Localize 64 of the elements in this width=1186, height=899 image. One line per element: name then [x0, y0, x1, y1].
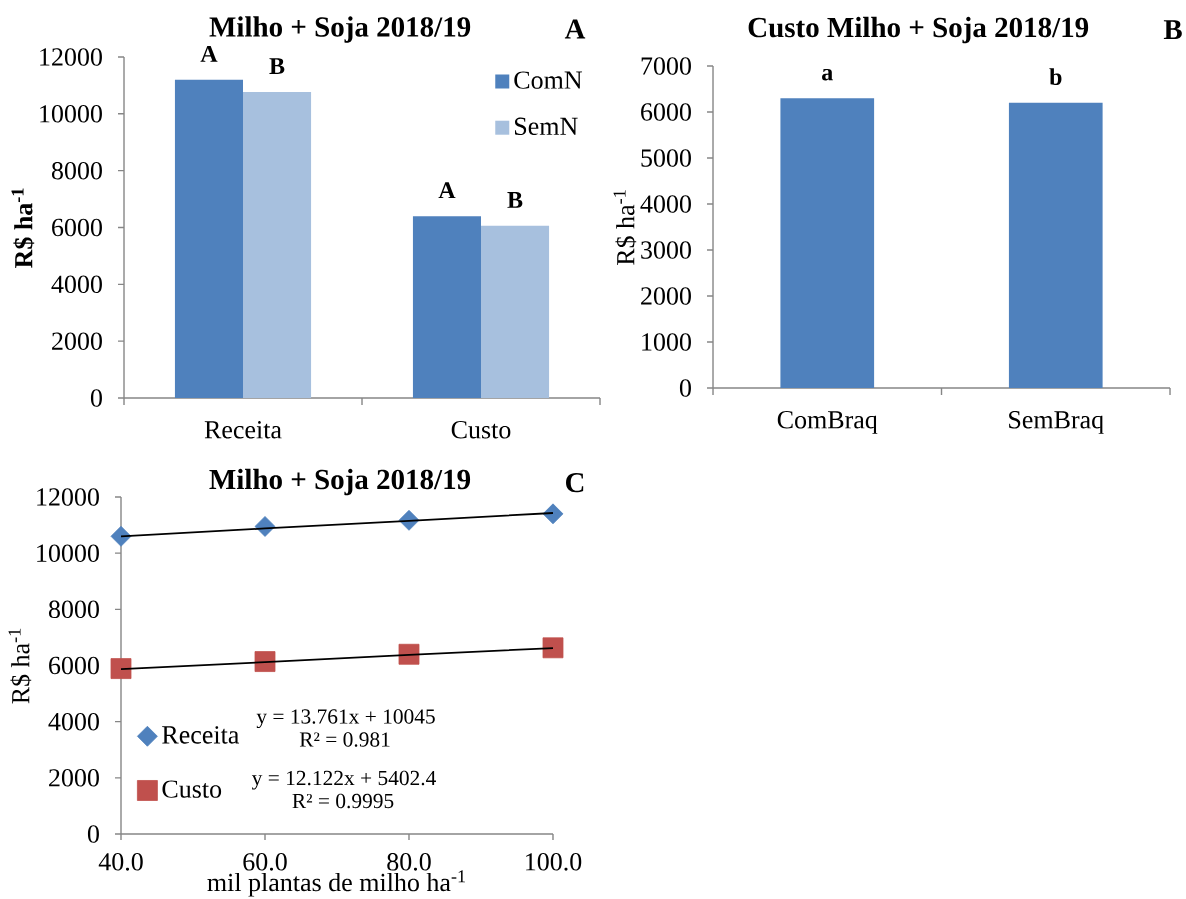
annotation: y = 13.761x + 10045 — [256, 709, 435, 729]
y-tick-label: 2000 — [49, 769, 99, 787]
y-tick-label: 4000 — [48, 712, 99, 731]
bar — [174, 79, 244, 398]
y-tick-label: 6000 — [49, 656, 99, 675]
bar — [243, 91, 312, 398]
chart-title: Milho + Soja 2018/19 — [209, 16, 471, 43]
y-tick-label: 4000 — [51, 275, 102, 294]
x-tick-label: 40.0 — [98, 853, 143, 871]
y-axis-title: R$ ha$^{-1}$ — [613, 190, 637, 266]
y-tick-label: 3000 — [641, 241, 691, 259]
text: B — [1163, 20, 1182, 40]
data-label: A — [200, 45, 218, 62]
text: A — [564, 19, 586, 39]
legend-label: ComN — [514, 71, 583, 89]
x-tick-label: Custo — [451, 421, 511, 439]
annotation: R² = 0.981 — [299, 732, 390, 747]
y-axis-title: R$ ha$^{-1}$ — [11, 188, 35, 268]
y-tick-label: 7000 — [641, 57, 691, 75]
y-tick-label: 10000 — [40, 105, 102, 123]
y-tick-label: 6000 — [641, 103, 691, 121]
annotation: R² = 0.9995 — [292, 793, 394, 809]
y-tick-label: 4000 — [640, 195, 691, 213]
x-tick-label: ComBraq — [777, 411, 878, 434]
x-tick-label: 60.0 — [243, 853, 287, 871]
y-tick-label: 1000 — [642, 333, 691, 351]
y-tick-label: 5000 — [641, 149, 691, 167]
x-tick-label: SemBraq — [1009, 411, 1104, 434]
data-label: B — [507, 192, 523, 208]
y-tick-label: 10000 — [37, 544, 99, 562]
y-tick-label: 0 — [679, 379, 691, 397]
x-tick-label: 80.0 — [387, 853, 431, 871]
data-label: b — [1049, 68, 1062, 86]
legend-label: Receita — [162, 726, 240, 744]
data-label: A — [438, 182, 456, 199]
y-tick-label: 12000 — [37, 488, 99, 506]
y-tick-label: 0 — [90, 389, 102, 407]
point — [398, 643, 420, 665]
y-tick-label: 8000 — [48, 600, 99, 619]
y-tick-label: 12000 — [40, 48, 102, 66]
chart-title: Milho + Soja 2018/19 — [209, 468, 471, 496]
point — [542, 503, 564, 525]
x-axis-title: mil plantas de milho ha$^{-1}$ — [207, 870, 466, 897]
y-tick-label: 0 — [87, 825, 99, 843]
annotation: y = 12.122x + 5402.4 — [251, 770, 436, 790]
point — [542, 637, 564, 659]
point — [110, 658, 132, 679]
point — [110, 525, 132, 547]
y-axis-title: R$ ha$^{-1}$ — [8, 628, 32, 704]
legend-label: SemN — [514, 117, 578, 136]
bar — [412, 216, 481, 398]
x-tick-label: 100.0 — [526, 853, 582, 871]
point — [254, 651, 276, 672]
data-label: B — [269, 58, 285, 75]
chart-title: Custo Milho + Soja 2018/19 — [748, 16, 1089, 44]
y-tick-label: 8000 — [51, 161, 102, 180]
y-tick-label: 2000 — [641, 287, 691, 305]
y-tick-label: 6000 — [52, 218, 102, 237]
legend-label: Custo — [162, 780, 222, 798]
data-label: a — [822, 68, 833, 81]
y-tick-label: 2000 — [52, 332, 102, 350]
bar — [481, 225, 550, 398]
text: C — [566, 472, 584, 493]
x-tick-label: Receita — [204, 421, 282, 439]
